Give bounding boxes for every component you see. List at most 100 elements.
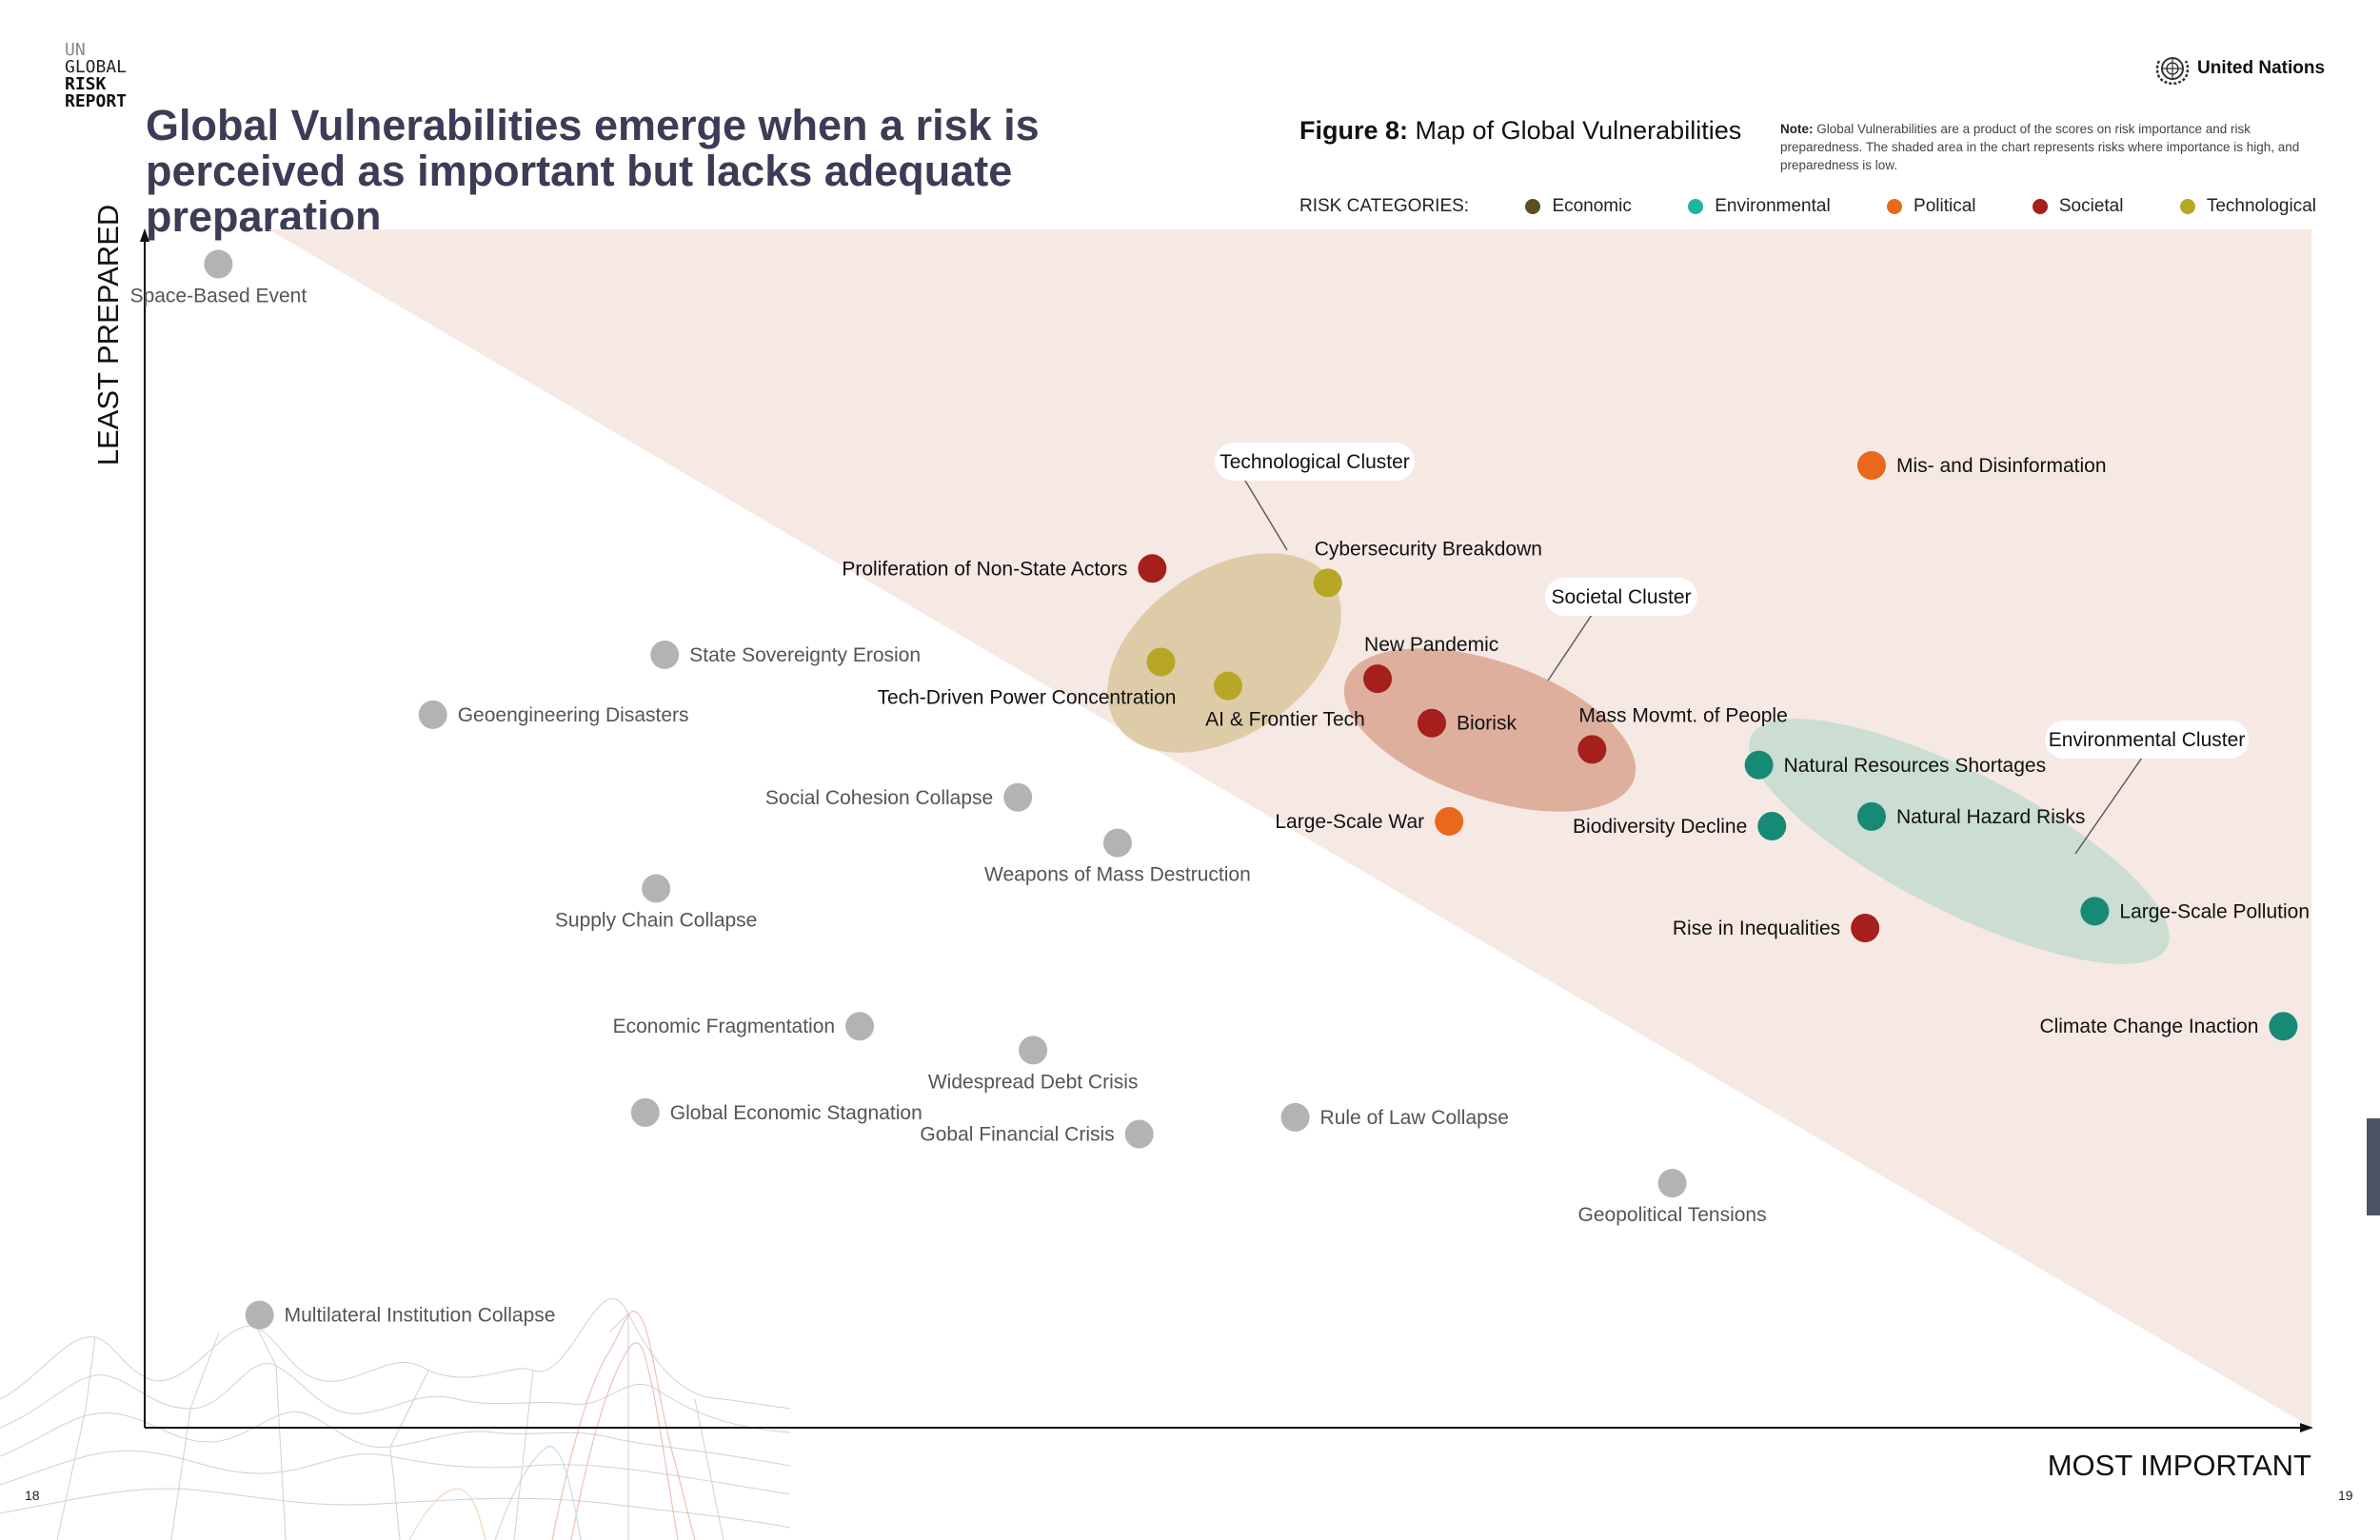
figure-caption: Figure 8: Map of Global Vulnerabilities (1299, 116, 1741, 146)
risk-label-widespread-debt-crisis: Widespread Debt Crisis (928, 1071, 1139, 1093)
risk-point-proliferation-of-non-state-actors (1138, 554, 1167, 583)
technological-cluster-pill (1215, 443, 1415, 481)
legend-item-societal: Societal (2032, 196, 2124, 217)
risk-point-climate-change-inaction (2269, 1012, 2298, 1041)
risk-point-state-sovereignty-erosion (650, 640, 680, 669)
note-text: Global Vulnerabilities are a product of … (1780, 122, 2300, 172)
x-axis-label: MOST IMPORTANT (2048, 1449, 2311, 1482)
risk-label-cybersecurity-breakdown: Cybersecurity Breakdown (1315, 538, 1542, 560)
legend-item-environmental: Environmental (1688, 196, 1831, 217)
legend-dot-technological (2179, 199, 2195, 214)
risk-label-weapons-of-mass-destruction: Weapons of Mass Destruction (984, 864, 1251, 886)
legend-dot-political (1887, 199, 1903, 214)
risk-point-geoengineering-disasters (418, 700, 447, 729)
risk-point-ai-frontier-tech (1214, 671, 1242, 701)
risk-label-global-economic-stagnation: Global Economic Stagnation (670, 1102, 922, 1124)
risk-label-multilateral-institution-collapse: Multilateral Institution Collapse (285, 1305, 556, 1327)
page-number-left: 18 (25, 1488, 40, 1503)
wireframe-landscape-decoration (0, 1298, 791, 1540)
risk-point-social-cohesion-collapse (1003, 782, 1033, 812)
technological-cluster-label: Technological Cluster (1220, 451, 1410, 473)
risk-label-social-cohesion-collapse: Social Cohesion Collapse (765, 787, 993, 809)
risk-point-tech-driven-power-concentration (1146, 647, 1176, 677)
wireframe-peak-decoration (408, 1311, 696, 1540)
risk-point-biodiversity-decline (1757, 811, 1787, 840)
risk-point-natural-hazard-risks (1856, 801, 1886, 831)
risk-label-rule-of-law-collapse: Rule of Law Collapse (1320, 1107, 1509, 1129)
risk-label-mis-and-disinformation: Mis- and Disinformation (1896, 455, 2107, 477)
risk-label-geopolitical-tensions: Geopolitical Tensions (1578, 1204, 1767, 1226)
legend-title: RISK CATEGORIES: (1299, 196, 1470, 216)
risk-point-natural-resources-shortages (1744, 750, 1774, 780)
risk-label-mass-movmt-of-people: Mass Movmt. of People (1578, 704, 1787, 726)
risk-label-gobal-financial-crisis: Gobal Financial Crisis (920, 1124, 1114, 1146)
risk-point-large-scale-pollution (2080, 897, 2110, 926)
risk-point-new-pandemic (1363, 664, 1393, 694)
brand-line-report: REPORT (65, 91, 128, 111)
figure-label: Figure 8: (1299, 116, 1409, 145)
risk-point-rise-in-inequalities (1851, 913, 1880, 942)
risk-point-global-economic-stagnation (630, 1097, 660, 1127)
report-brand: UN GLOBAL RISK REPORT (65, 42, 127, 110)
risk-point-large-scale-war (1435, 806, 1464, 836)
brand-line-global: GLOBAL (65, 57, 128, 77)
organization-logo: United Nations (2153, 51, 2325, 86)
note-label: Note: (1780, 122, 1814, 136)
legend-item-technological: Technological (2179, 196, 2316, 217)
risk-label-biorisk: Biorisk (1457, 713, 1517, 735)
legend-label-societal: Societal (2058, 196, 2124, 216)
risk-point-rule-of-law-collapse (1280, 1102, 1310, 1132)
organization-name: United Nations (2197, 58, 2326, 78)
risk-label-economic-fragmentation: Economic Fragmentation (613, 1016, 835, 1037)
risk-label-biodiversity-decline: Biodiversity Decline (1573, 816, 1747, 838)
risk-point-economic-fragmentation (845, 1012, 875, 1041)
legend-label-economic: Economic (1552, 196, 1632, 216)
risk-label-natural-hazard-risks: Natural Hazard Risks (1896, 806, 2085, 828)
risk-point-mass-movmt-of-people (1577, 735, 1607, 764)
risk-point-cybersecurity-breakdown (1313, 568, 1342, 598)
page-title: Global Vulnerabilities emerge when a ris… (146, 101, 1040, 241)
risk-point-mis-and-disinformation (1856, 451, 1886, 481)
societal-cluster-label: Societal Cluster (1551, 586, 1691, 608)
risk-point-geopolitical-tensions (1657, 1169, 1687, 1198)
legend-dot-economic (1525, 199, 1541, 214)
cluster-layer: Technological Cluster Societal Cluster E… (1107, 443, 2249, 964)
risk-label-rise-in-inequalities: Rise in Inequalities (1673, 918, 1840, 939)
legend-label-technological: Technological (2206, 196, 2316, 216)
legend-item-political: Political (1887, 196, 1976, 217)
risk-label-proliferation-of-non-state-actors: Proliferation of Non-State Actors (842, 558, 1127, 580)
y-axis-label: LEAST PREPARED (91, 205, 125, 466)
societal-cluster-pill (1545, 578, 1697, 616)
risk-label-ai-frontier-tech: AI & Frontier Tech (1205, 709, 1365, 731)
un-emblem-icon (2155, 57, 2190, 86)
technological-cluster-connector (1241, 475, 1288, 551)
technological-cluster-shape (1107, 553, 1341, 753)
legend-label-environmental: Environmental (1715, 196, 1831, 216)
risk-label-new-pandemic: New Pandemic (1364, 634, 1498, 656)
risk-point-weapons-of-mass-destruction (1102, 828, 1132, 858)
risk-point-widespread-debt-crisis (1019, 1036, 1048, 1065)
risk-label-supply-chain-collapse: Supply Chain Collapse (555, 909, 757, 931)
legend-dot-societal (2032, 199, 2048, 214)
legend-label-political: Political (1914, 196, 1976, 216)
environmental-cluster-shape (1749, 719, 2170, 964)
societal-cluster-shape (1343, 648, 1636, 812)
figure-title: Map of Global Vulnerabilities (1415, 116, 1742, 145)
brand-line-risk: RISK (65, 74, 107, 94)
risk-point-biorisk (1417, 708, 1446, 738)
risk-point-supply-chain-collapse (642, 874, 671, 903)
brand-line-un: UN (65, 40, 86, 60)
risk-points-layer: Space-Based Event Mis- and Disinformation… (130, 249, 2310, 1330)
risk-label-state-sovereignty-erosion: State Sovereignty Erosion (689, 644, 921, 666)
risk-label-space-based-event: Space-Based Event (130, 286, 307, 307)
vulnerability-shaded-area (268, 229, 2311, 1428)
environmental-cluster-connector (2074, 757, 2143, 855)
risk-label-climate-change-inaction: Climate Change Inaction (2039, 1016, 2258, 1037)
environmental-cluster-label: Environmental Cluster (2049, 729, 2246, 751)
risk-label-geoengineering-disasters: Geoengineering Disasters (458, 704, 689, 726)
environmental-cluster-pill (2045, 721, 2249, 759)
risk-label-large-scale-pollution: Large-Scale Pollution (2119, 900, 2310, 922)
risk-point-gobal-financial-crisis (1124, 1119, 1154, 1149)
risk-point-space-based-event (204, 249, 233, 279)
